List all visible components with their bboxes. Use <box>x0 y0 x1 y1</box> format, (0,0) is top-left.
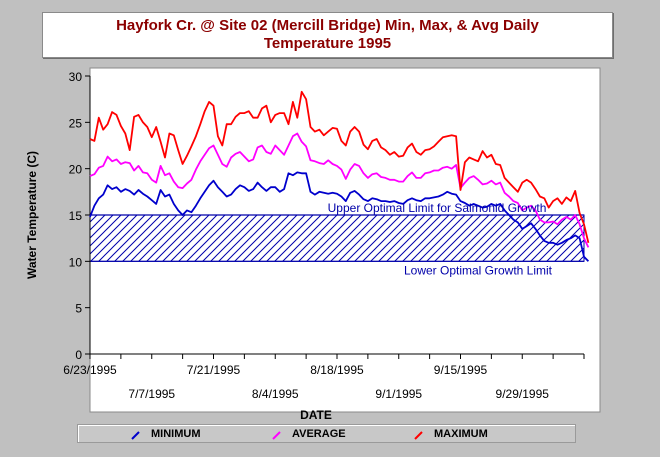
x-tick-label: 9/29/1995 <box>496 387 550 401</box>
x-tick-label: 9/1/1995 <box>375 387 422 401</box>
chart-subtitle: Temperature 1995 <box>263 35 392 52</box>
legend: MINIMUM AVERAGE MAXIMUM <box>77 424 576 443</box>
legend-line-average-icon <box>272 430 281 440</box>
legend-item-average: AVERAGE <box>271 425 346 442</box>
legend-item-maximum: MAXIMUM <box>413 425 488 442</box>
x-tick-label: 9/15/1995 <box>434 363 488 377</box>
series-line-average <box>89 132 590 248</box>
x-tick-label: 7/7/1995 <box>128 387 175 401</box>
legend-line-maximum-icon <box>414 430 423 440</box>
x-tick-label: 8/4/1995 <box>252 387 299 401</box>
x-tick-label: 8/18/1995 <box>310 363 364 377</box>
y-tick-label: 10 <box>69 255 83 269</box>
y-tick-label: 5 <box>75 302 82 316</box>
y-tick-label: 25 <box>69 116 83 130</box>
legend-label-maximum: MAXIMUM <box>434 427 488 440</box>
y-tick-label: 15 <box>69 209 83 223</box>
y-tick-label: 30 <box>69 70 83 84</box>
series-line-maximum <box>89 90 590 244</box>
x-tick-label: 6/23/1995 <box>63 363 117 377</box>
legend-line-minimum-icon <box>131 430 140 440</box>
chart-title: Hayfork Cr. @ Site 02 (Mercill Bridge) M… <box>116 17 539 34</box>
chart-title-box: Hayfork Cr. @ Site 02 (Mercill Bridge) M… <box>42 12 613 58</box>
x-tick-label: 7/21/1995 <box>187 363 241 377</box>
x-axis-label: DATE <box>300 408 332 422</box>
annotation-lower-limit: Lower Optimal Growth Limit <box>404 263 553 277</box>
legend-label-minimum: MINIMUM <box>151 427 201 440</box>
optimal-growth-band <box>89 214 585 262</box>
series-line-minimum <box>89 171 590 262</box>
legend-label-average: AVERAGE <box>292 427 346 440</box>
annotation-upper-limit: Upper Optimal Limit for Salmonid Growth <box>328 201 547 215</box>
legend-item-minimum: MINIMUM <box>130 425 201 442</box>
y-tick-label: 20 <box>69 163 83 177</box>
y-tick-label: 0 <box>75 348 82 362</box>
y-axis-label: Water Temperature (C) <box>25 151 39 279</box>
